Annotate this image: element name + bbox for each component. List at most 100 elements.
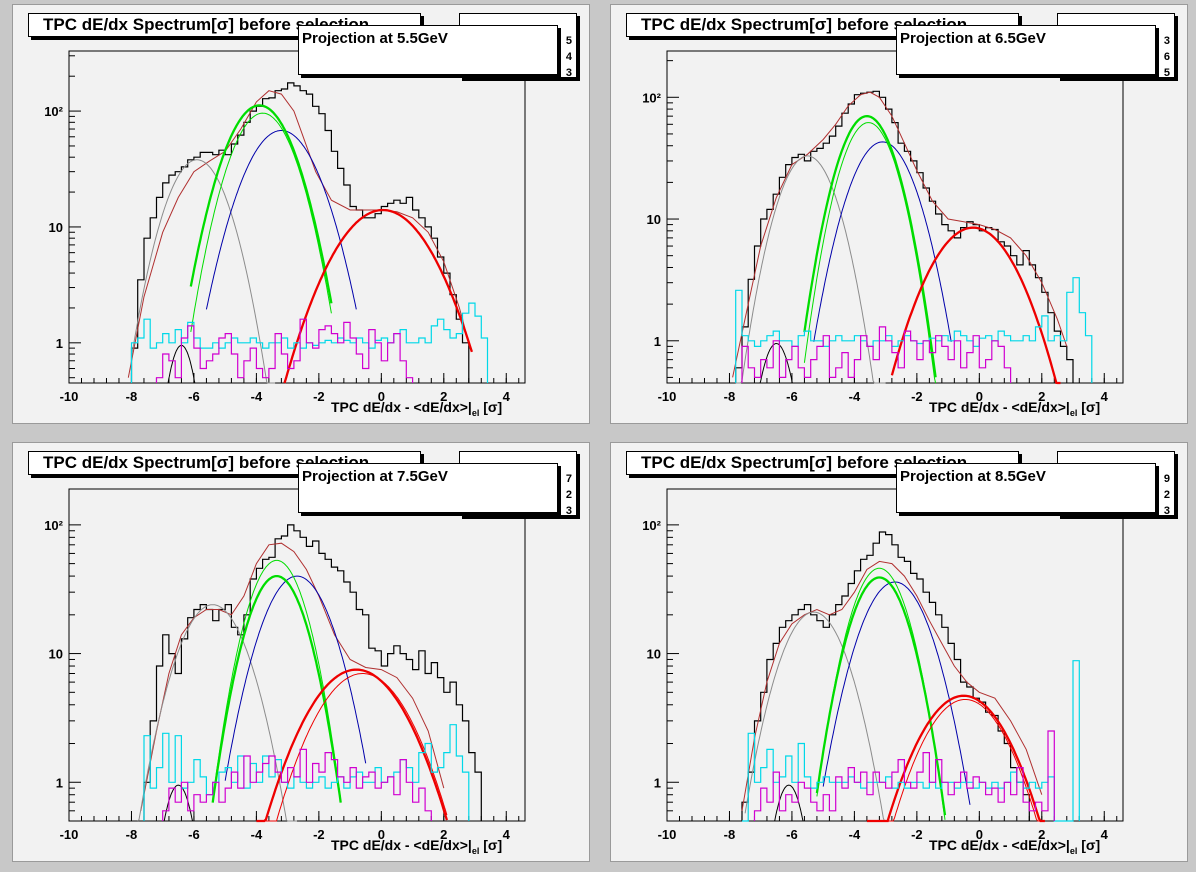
gauss-fit-proton — [189, 104, 333, 304]
x-tick-label: 0 — [976, 389, 983, 404]
gauss-fit-kaon — [205, 130, 357, 310]
x-tick-label: -4 — [849, 389, 861, 404]
gauss-fit-data — [757, 784, 820, 822]
pad-2: -10 -8 -6 -4 -2 0 2 4 1 10 10² TPC dE/dx Spectrum[… — [610, 4, 1188, 424]
total-fit-curve — [732, 91, 1068, 378]
gauss-fit-electron — [890, 226, 1061, 385]
x-axis-title: TPC dE/dx - <dE/dx>|el [σ] — [929, 399, 1101, 418]
stat-line: 5 — [565, 35, 572, 47]
x-tick-label: -10 — [658, 389, 677, 404]
gauss-fit-proton — [803, 114, 937, 378]
x-tick-label: 2 — [440, 827, 447, 842]
gauss-fit-electron — [866, 694, 1045, 823]
y-tick-label: 10 — [49, 220, 63, 235]
projection-label: Projection at 7.5GeV — [298, 463, 558, 513]
plot-frame — [68, 488, 526, 822]
gauss-fit-kaon — [224, 575, 367, 781]
y-tick-label: 10² — [44, 518, 63, 533]
histogram-magenta_hist — [155, 318, 414, 383]
gauss-fit-kaon — [822, 581, 971, 805]
y-tick-label: 1 — [56, 775, 63, 790]
stat-line: 9 — [1163, 473, 1170, 485]
gauss-fit-electron — [256, 668, 449, 823]
gauss-fit-pion — [735, 155, 886, 384]
total-fit-curve — [127, 90, 470, 378]
stat-line: 3 — [565, 505, 572, 517]
gauss-fit-pion — [131, 159, 276, 384]
histogram-data — [143, 524, 482, 821]
pad-title: TPC dE/dx Spectrum[σ] before selection — [28, 451, 421, 475]
gauss-fit-proton — [816, 567, 946, 820]
y-tick-label: 1 — [654, 775, 661, 790]
x-tick-label: 2 — [440, 389, 447, 404]
plot-frame — [68, 50, 526, 384]
gauss-fit-pion — [137, 604, 297, 822]
total-fit-curve — [741, 560, 1043, 811]
gauss-fit-proton — [815, 576, 947, 816]
projection-label: Projection at 5.5GeV — [298, 25, 558, 75]
x-axis-title: TPC dE/dx - <dE/dx>|el [σ] — [929, 837, 1101, 856]
stat-line: 7 — [565, 473, 572, 485]
x-tick-label: 4 — [1101, 827, 1109, 842]
pad-3: -10 -8 -6 -4 -2 0 2 4 1 10 10² TPC dE/dx Spectrum[… — [12, 442, 590, 862]
gauss-fit-electron — [873, 699, 1045, 822]
stat-line: 3 — [565, 67, 572, 79]
stat-line: 5 — [1163, 67, 1170, 79]
x-tick-label: -2 — [911, 389, 923, 404]
y-tick-label: 1 — [654, 334, 661, 349]
x-tick-label: 4 — [503, 827, 511, 842]
gauss-fit-proton — [212, 559, 342, 801]
x-tick-label: -4 — [849, 827, 861, 842]
x-tick-label: -10 — [60, 389, 79, 404]
y-tick-label: 10² — [642, 518, 661, 533]
y-tick-label: 10 — [647, 212, 661, 227]
histogram-data — [130, 82, 470, 383]
histogram-magenta_hist — [741, 326, 1012, 383]
x-tick-label: 4 — [503, 389, 511, 404]
gauss-fit-kaon — [813, 141, 952, 342]
x-tick-label: -8 — [724, 389, 736, 404]
pad-4: -10 -8 -6 -4 -2 0 2 4 1 10 10² TPC dE/dx Spectrum[… — [610, 442, 1188, 862]
x-tick-label: -6 — [786, 389, 798, 404]
y-tick-label: 10 — [647, 647, 661, 662]
projection-label: Projection at 8.5GeV — [896, 463, 1156, 513]
gauss-fit-electron — [283, 208, 473, 384]
x-tick-label: 0 — [378, 827, 385, 842]
total-fit-curve — [140, 542, 445, 811]
gauss-fit-proton — [190, 112, 332, 332]
x-tick-label: -10 — [658, 827, 677, 842]
x-tick-label: 0 — [976, 827, 983, 842]
stat-line: 6 — [1163, 51, 1170, 63]
stat-line: 3 — [1163, 35, 1170, 47]
y-tick-label: 1 — [56, 336, 63, 351]
x-tick-label: -8 — [126, 827, 138, 842]
pad-1: -10 -8 -6 -4 -2 0 2 4 1 10 10² TPC dE/dx Spectrum[… — [12, 4, 590, 424]
gauss-fit-data — [742, 343, 808, 384]
histogram-data — [735, 90, 1074, 383]
x-tick-label: -6 — [786, 827, 798, 842]
x-tick-label: -8 — [724, 827, 736, 842]
x-axis-title: TPC dE/dx - <dE/dx>|el [σ] — [331, 399, 503, 418]
x-tick-label: -10 — [60, 827, 79, 842]
stat-line: 4 — [565, 51, 572, 63]
x-tick-label: -8 — [126, 389, 138, 404]
histogram-magenta_hist — [753, 730, 1055, 821]
plot-area-1: -10 -8 -6 -4 -2 0 2 4 1 10 10² — [44, 50, 526, 404]
y-tick-label: 10² — [44, 104, 63, 119]
x-axis-title: TPC dE/dx - <dE/dx>|el [σ] — [331, 837, 503, 856]
x-tick-label: -2 — [313, 389, 325, 404]
x-tick-label: -2 — [911, 827, 923, 842]
stat-line: 2 — [565, 489, 572, 501]
x-tick-label: -4 — [251, 827, 263, 842]
x-tick-label: -6 — [188, 389, 200, 404]
gauss-fit-data — [147, 784, 210, 822]
x-tick-label: 2 — [1038, 389, 1045, 404]
stat-line: 2 — [1163, 489, 1170, 501]
x-tick-label: -4 — [251, 389, 263, 404]
x-tick-label: -2 — [313, 827, 325, 842]
y-tick-label: 10² — [642, 90, 661, 105]
x-tick-label: 4 — [1101, 389, 1109, 404]
pad-title: TPC dE/dx Spectrum[σ] before selection — [28, 13, 421, 37]
x-tick-label: 2 — [1038, 827, 1045, 842]
x-tick-label: -6 — [188, 827, 200, 842]
